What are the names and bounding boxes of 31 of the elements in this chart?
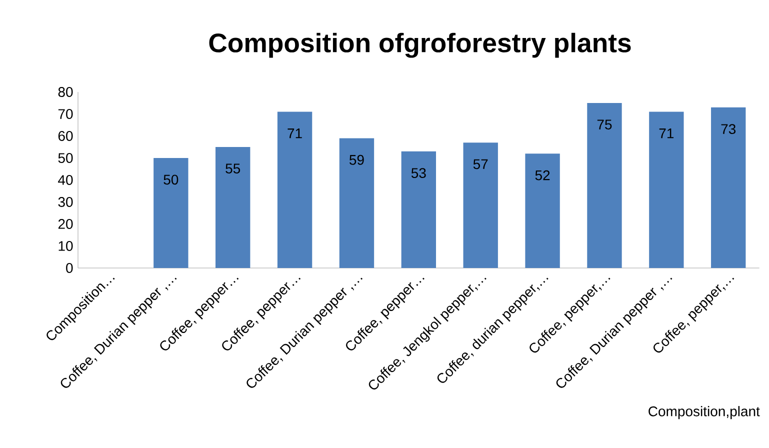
y-tick-label: 70 [58,109,73,119]
data-label: 50 [164,174,178,185]
bar [711,107,746,268]
y-tick-label: 30 [58,197,73,207]
data-label: 71 [288,128,302,138]
bar [587,102,622,268]
data-label: 71 [659,128,674,138]
y-tick-label: 80 [58,87,73,97]
data-label: 75 [597,120,612,130]
data-label: 55 [226,164,240,174]
x-axis-title: Composition,plant [648,406,760,420]
bar [339,138,374,268]
data-label: 59 [350,154,364,165]
data-label: 73 [721,124,736,134]
bar [277,112,312,268]
bar [525,154,560,268]
bar [401,151,436,268]
bar [649,112,684,268]
data-label: 52 [535,170,550,180]
y-tick-label: 60 [58,131,73,141]
bar [463,142,498,268]
data-label: 57 [473,159,488,170]
y-tick-label: 10 [58,241,73,251]
y-tick-label: 40 [58,175,73,185]
y-tick-label: 20 [58,219,73,229]
bar [154,158,188,268]
y-tick-label: 0 [66,263,73,273]
chart-title: Composition ofgroforestry plants [209,32,631,58]
bar [216,146,250,268]
y-tick-label: 50 [58,153,73,163]
data-label: 53 [411,168,426,178]
